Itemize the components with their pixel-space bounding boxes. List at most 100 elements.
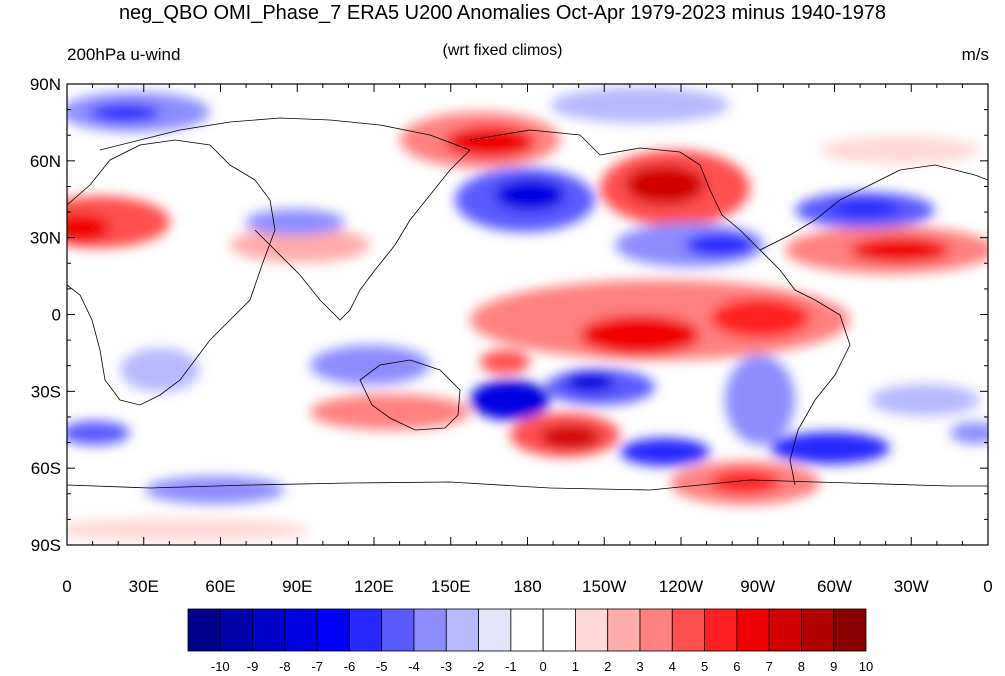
anomaly-blob xyxy=(820,136,980,164)
anomaly-blob xyxy=(565,372,615,392)
x-tick-label: 150W xyxy=(582,577,626,596)
anomaly-blob xyxy=(580,315,700,355)
colorbar-label: -1 xyxy=(505,659,517,674)
anomaly-blob xyxy=(67,421,130,445)
x-tick-label: 0 xyxy=(62,577,71,596)
colorbar-swatch xyxy=(413,608,447,652)
latitude-axis: 90N 60N 30N 0 30S 60S 90S xyxy=(30,75,988,555)
x-tick-label: 60E xyxy=(205,577,235,596)
x-tick-label: 120E xyxy=(354,577,394,596)
y-tick-label: 60N xyxy=(30,152,61,171)
colorbar-label: 2 xyxy=(604,659,611,674)
colorbar-label: 1 xyxy=(572,659,579,674)
colorbar-swatch xyxy=(736,608,770,652)
colorbar-label: 4 xyxy=(669,659,676,674)
colorbar-label: -7 xyxy=(311,659,323,674)
colorbar-label: 5 xyxy=(701,659,708,674)
anomaly-blob xyxy=(770,432,890,464)
variable-label: 200hPa u-wind xyxy=(67,45,181,64)
units-label: m/s xyxy=(961,45,989,64)
anomaly-blob xyxy=(470,380,550,420)
y-tick-label: 90S xyxy=(31,536,61,555)
colorbar-label: -10 xyxy=(211,659,230,674)
anomaly-blob xyxy=(850,237,950,263)
colorbar-swatch xyxy=(316,608,350,652)
colorbar-label: 7 xyxy=(766,659,773,674)
colorbar-label: 0 xyxy=(540,659,547,674)
anomaly-blob xyxy=(550,87,730,123)
colorbar-swatch xyxy=(349,608,383,652)
colorbar-swatch xyxy=(671,608,705,652)
colorbar-label: 9 xyxy=(830,659,837,674)
anomaly-blob xyxy=(67,214,110,242)
colorbar-swatch xyxy=(833,608,867,652)
colorbar-swatch xyxy=(639,608,673,652)
colorbar-label: 8 xyxy=(798,659,805,674)
anomaly-field xyxy=(67,84,988,545)
colorbar-swatch xyxy=(445,608,479,652)
anomaly-blob xyxy=(625,165,705,205)
plot-title: neg_QBO OMI_Phase_7 ERA5 U200 Anomalies … xyxy=(118,2,887,24)
anomaly-blob xyxy=(495,179,565,211)
colorbar-swatch xyxy=(219,608,253,652)
x-tick-label: 120W xyxy=(659,577,703,596)
x-tick-label: 0 xyxy=(983,577,992,596)
anomaly-blob xyxy=(710,298,810,338)
anomaly-blob xyxy=(245,209,345,235)
colorbar-label: -4 xyxy=(408,659,420,674)
anomaly-blob xyxy=(950,422,988,444)
anomaly-blob xyxy=(445,126,535,158)
x-tick-label: 30W xyxy=(894,577,929,596)
colorbar-label: -3 xyxy=(441,659,453,674)
anomaly-blob xyxy=(620,438,710,466)
colorbar-label: -9 xyxy=(247,659,259,674)
anomaly-blob xyxy=(120,348,200,392)
colorbar-swatch xyxy=(768,608,802,652)
colorbar: -10 -9 -8 -7 -6 -5 -4 -3 -2 -1 0 1 2 3 4 5 6 7 8 9 10 xyxy=(187,608,873,674)
x-tick-label: 90W xyxy=(740,577,775,596)
x-tick-label: 30E xyxy=(129,577,159,596)
y-tick-label: 30S xyxy=(31,382,61,401)
colorbar-label: 10 xyxy=(859,659,873,674)
colorbar-label: 6 xyxy=(733,659,740,674)
subtitle-label: (wrt fixed climos) xyxy=(442,42,563,59)
colorbar-swatch xyxy=(801,608,835,652)
colorbar-swatch xyxy=(704,608,738,652)
colorbar-swatch xyxy=(575,608,609,652)
y-tick-label: 90N xyxy=(30,75,61,94)
colorbar-swatch xyxy=(510,608,544,652)
y-tick-label: 0 xyxy=(52,306,61,325)
anomaly-blob xyxy=(830,199,900,217)
colorbar-label: 3 xyxy=(636,659,643,674)
anomaly-blob xyxy=(230,227,370,263)
colorbar-label: -2 xyxy=(473,659,485,674)
colorbar-swatch xyxy=(478,608,512,652)
y-tick-label: 30N xyxy=(30,229,61,248)
colorbar-swatch xyxy=(542,608,576,652)
colorbar-swatch xyxy=(252,608,286,652)
x-tick-label: 180 xyxy=(513,577,541,596)
anomaly-blob xyxy=(540,425,600,449)
y-tick-label: 60S xyxy=(31,459,61,478)
anomaly-blob xyxy=(310,345,430,385)
colorbar-label: -5 xyxy=(376,659,388,674)
longitude-axis: 0 30E 60E 90E 120E 150E 180 150W 120W 90W 60W 30W 0 xyxy=(62,84,993,596)
anomaly-blob xyxy=(145,476,285,504)
x-tick-label: 90E xyxy=(282,577,312,596)
colorbar-swatch xyxy=(187,608,221,652)
colorbar-label: -8 xyxy=(279,659,291,674)
anomaly-blob xyxy=(685,233,755,257)
anomaly-blob xyxy=(710,470,780,494)
anomaly-blob xyxy=(480,350,530,374)
colorbar-swatch xyxy=(381,608,415,652)
anomaly-blob xyxy=(310,394,470,430)
anomaly-blob xyxy=(90,104,160,122)
colorbar-swatch xyxy=(607,608,641,652)
anomaly-blob xyxy=(67,518,310,542)
anomaly-blob xyxy=(870,384,980,416)
colorbar-label: -6 xyxy=(344,659,356,674)
coastlines xyxy=(67,117,988,491)
colorbar-swatch xyxy=(284,608,318,652)
x-tick-label: 150E xyxy=(431,577,471,596)
